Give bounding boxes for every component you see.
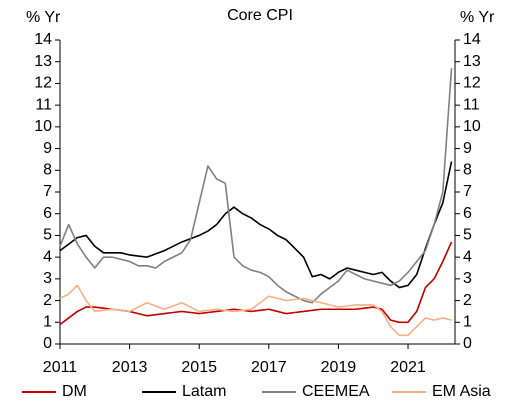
y2-tick-label: 14 <box>463 31 481 48</box>
legend-label: Latam <box>182 383 226 400</box>
y-tick-label: 14 <box>34 31 52 48</box>
y2-tick-label: 2 <box>463 292 472 309</box>
y2-tick-label: 5 <box>463 227 472 244</box>
y-tick-label: 0 <box>43 335 52 352</box>
y2-tick-label: 13 <box>463 53 481 70</box>
y-tick-label: 8 <box>43 162 52 179</box>
y-tick-label: 5 <box>43 227 52 244</box>
y2-tick-label: 9 <box>463 140 472 157</box>
y-tick-label: 7 <box>43 183 52 200</box>
y2-tick-label: 1 <box>463 314 472 331</box>
y-tick-label: 2 <box>43 292 52 309</box>
y2-axis-label: % Yr <box>460 9 495 26</box>
legend-label: CEEMEA <box>302 383 370 400</box>
y2-tick-label: 3 <box>463 270 472 287</box>
legend-label: DM <box>62 383 87 400</box>
y2-tick-label: 10 <box>463 118 481 135</box>
series-line <box>59 68 453 304</box>
y-tick-label: 3 <box>43 270 52 287</box>
y-tick-label: 4 <box>43 248 52 265</box>
y-tick-label: 13 <box>34 53 52 70</box>
y2-tick-label: 8 <box>463 162 472 179</box>
x-tick-label: 2015 <box>181 359 217 376</box>
y-tick-label: 6 <box>43 205 52 222</box>
y2-tick-label: 11 <box>463 96 480 113</box>
y2-tick-label: 7 <box>463 183 472 200</box>
x-tick-label: 2011 <box>43 359 78 376</box>
y2-tick-label: 0 <box>463 335 472 352</box>
y-tick-label: 10 <box>34 118 52 135</box>
x-tick-label: 2019 <box>321 359 357 376</box>
y2-tick-label: 6 <box>463 205 472 222</box>
y2-tick-label: 4 <box>463 248 472 265</box>
y-axis-label: % Yr <box>26 9 61 26</box>
y-tick-label: 12 <box>34 75 52 92</box>
y2-tick-label: 12 <box>463 75 481 92</box>
y-tick-label: 11 <box>35 96 52 113</box>
x-tick-label: 2021 <box>390 359 426 376</box>
x-tick-label: 2013 <box>112 359 148 376</box>
x-tick-label: 2017 <box>251 359 287 376</box>
chart-title: Core CPI <box>227 7 293 24</box>
y-tick-label: 9 <box>43 140 52 157</box>
y-tick-label: 1 <box>43 314 52 331</box>
series-line <box>59 161 453 289</box>
series-line <box>59 284 452 337</box>
legend-label: EM Asia <box>432 383 491 400</box>
